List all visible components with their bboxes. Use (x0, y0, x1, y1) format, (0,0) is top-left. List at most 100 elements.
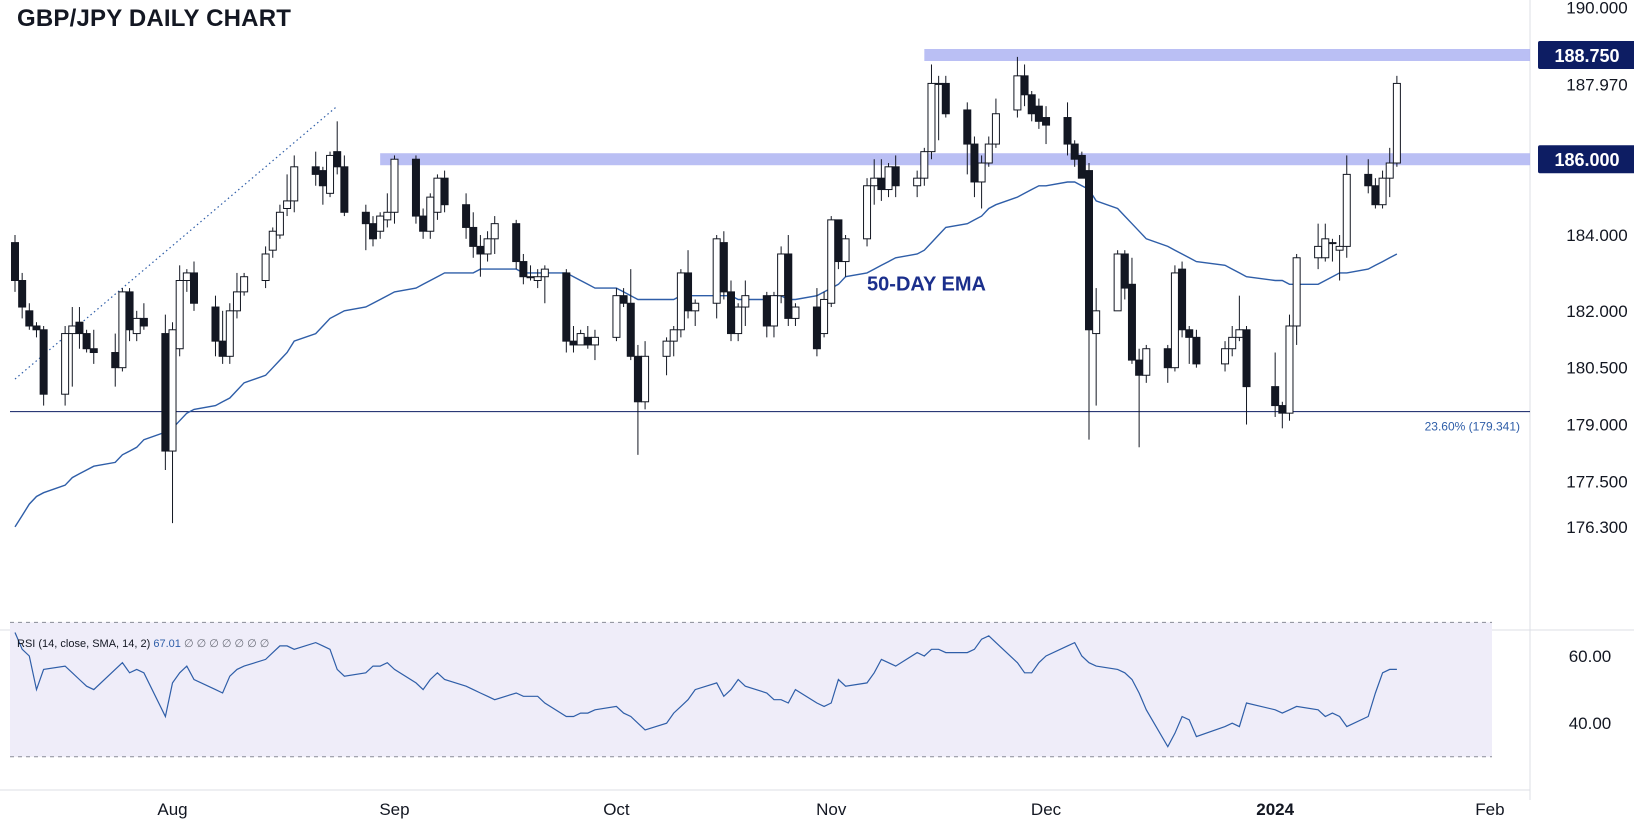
candle (132, 310, 141, 342)
candle-down (762, 295, 771, 327)
candle-down (218, 340, 227, 357)
candle (218, 310, 227, 364)
candle (970, 136, 979, 198)
candle (25, 303, 34, 330)
price-tag-bg (1538, 41, 1634, 69)
candle (1378, 170, 1387, 209)
rsi-band (10, 622, 1492, 757)
candle-down (1042, 117, 1051, 126)
candle-down (89, 348, 98, 354)
candle (283, 174, 292, 217)
candle-down (619, 295, 628, 304)
price-tag: 186.000 (1538, 145, 1634, 174)
time-tick-label: Feb (1475, 800, 1504, 819)
price-tick-label: 180.500 (1566, 359, 1627, 378)
candle-up (1142, 348, 1151, 376)
candle-up (526, 276, 535, 279)
candle (419, 208, 428, 239)
time-tick-label: Oct (603, 800, 630, 819)
candle (1371, 178, 1380, 209)
price-tag-bg (1538, 145, 1634, 174)
candle-up (261, 253, 270, 282)
candle (168, 322, 177, 524)
candle-down (1027, 94, 1036, 115)
rsi-line (14, 632, 1397, 748)
candle (1228, 325, 1237, 357)
candle-up (827, 219, 836, 304)
candle (1314, 223, 1323, 270)
candle-up (433, 177, 442, 213)
candle (684, 250, 693, 319)
rsi-legend-extra: ∅ ∅ ∅ ∅ ∅ ∅ ∅ (184, 638, 269, 650)
candle-down (1034, 105, 1043, 122)
ema-annotation: 50-DAY EMA (867, 273, 986, 295)
candle (268, 227, 277, 258)
candle-up (870, 177, 879, 187)
candle (433, 174, 442, 220)
candle-down (941, 82, 950, 115)
candle (1027, 91, 1036, 122)
rsi-tick-label: 40.00 (1569, 714, 1612, 733)
rsi-legend-value: 67.01 (153, 638, 184, 650)
candle (1285, 314, 1294, 421)
candle-down (727, 291, 735, 335)
candle-down (1063, 117, 1072, 145)
candle-up (741, 295, 750, 308)
candle-down (369, 223, 377, 240)
candle-up (490, 223, 499, 240)
candle (512, 219, 521, 270)
candle-down (318, 170, 327, 187)
candle (719, 231, 728, 300)
candle-down (18, 280, 27, 308)
candle-up (1221, 348, 1230, 365)
candle (863, 178, 872, 247)
candle-up (1328, 242, 1337, 245)
candle (920, 147, 929, 186)
candle (1135, 348, 1144, 448)
candle-up (1113, 253, 1122, 312)
candle-down (75, 321, 84, 335)
candle (820, 291, 829, 338)
candle (139, 303, 148, 330)
price-tick-label: 184.000 (1566, 226, 1627, 245)
candle (1163, 344, 1172, 383)
candle (89, 329, 98, 364)
candle-up (1335, 245, 1344, 251)
time-tick-label: Dec (1031, 800, 1062, 819)
candle-up (275, 211, 284, 236)
candle-down (11, 242, 19, 282)
candle-up (1321, 238, 1330, 259)
candle (1364, 159, 1373, 194)
candle (741, 280, 750, 326)
candle-down (161, 333, 170, 452)
candle (1170, 265, 1179, 372)
candle (963, 102, 972, 175)
candle (712, 235, 721, 319)
candle-down (562, 272, 571, 342)
candle-up (390, 158, 399, 213)
candle (562, 269, 571, 353)
candle (290, 155, 299, 213)
candle (411, 155, 420, 224)
candle-up (68, 325, 77, 335)
candle (1235, 295, 1244, 342)
candle-up (863, 185, 872, 240)
candle-down (569, 340, 578, 346)
candle-up (232, 291, 241, 312)
candle (1392, 75, 1401, 167)
candle-up (61, 333, 70, 395)
candle-down (1163, 348, 1172, 369)
candle-down (891, 166, 900, 187)
candle (82, 329, 91, 353)
candle-up (590, 336, 599, 346)
candle-down (476, 245, 485, 255)
candle-down (1135, 359, 1144, 376)
candle (827, 216, 836, 308)
candle-down (1070, 143, 1079, 160)
candle (540, 265, 549, 304)
candle-up (426, 196, 435, 232)
candle (1185, 325, 1194, 364)
candle-down (1178, 268, 1187, 331)
candle (175, 265, 184, 357)
